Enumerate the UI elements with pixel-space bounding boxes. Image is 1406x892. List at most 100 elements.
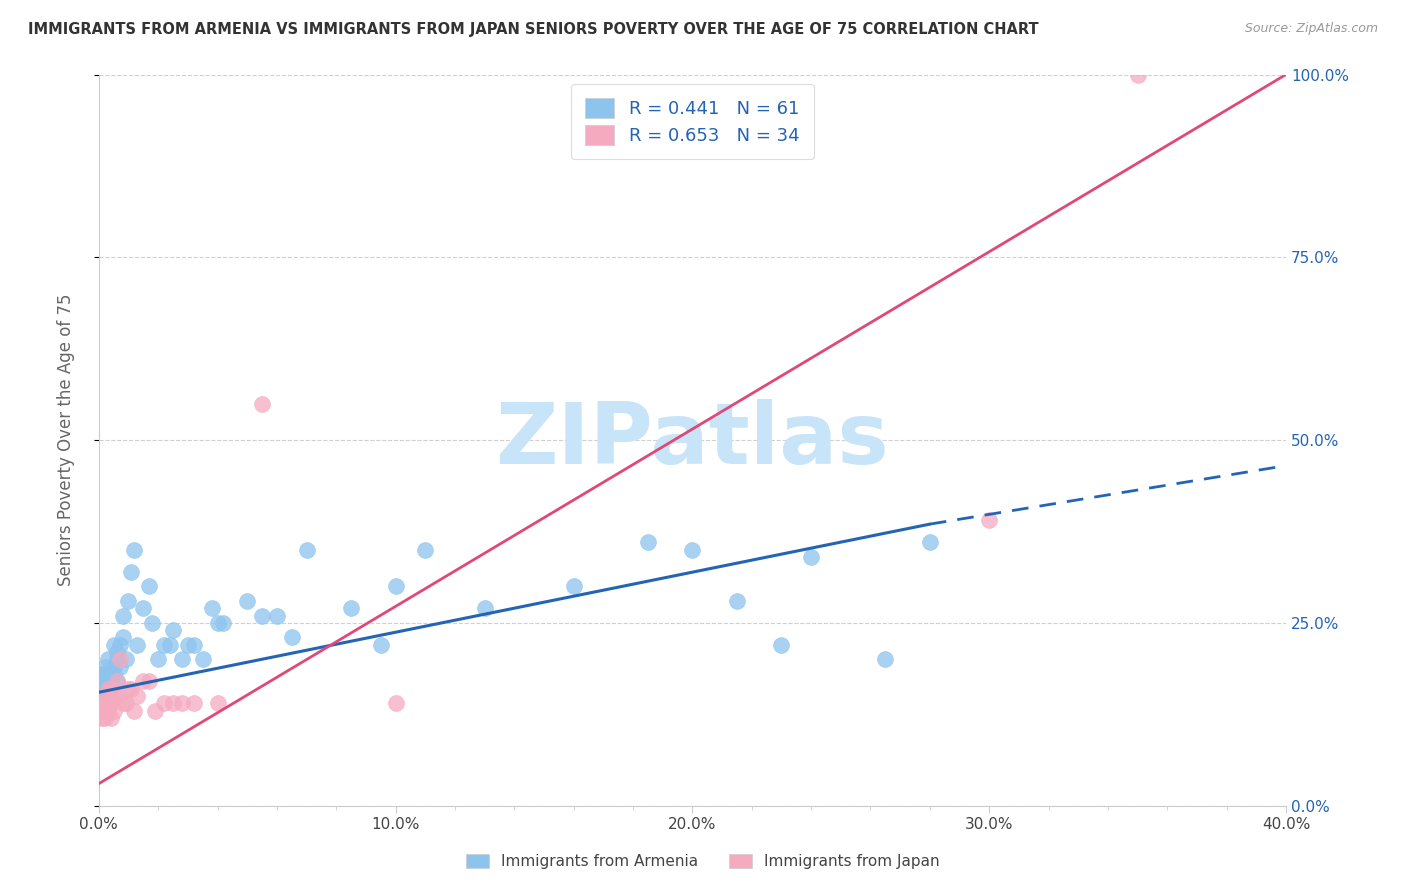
Point bbox=[103, 667, 125, 681]
Point bbox=[97, 681, 120, 696]
Point bbox=[250, 396, 273, 410]
Point bbox=[103, 659, 125, 673]
Point bbox=[90, 667, 112, 681]
Point bbox=[108, 659, 131, 673]
Point bbox=[117, 594, 139, 608]
Point bbox=[295, 542, 318, 557]
Point bbox=[250, 608, 273, 623]
Point bbox=[103, 704, 125, 718]
Point bbox=[207, 696, 229, 710]
Point bbox=[875, 652, 897, 666]
Point bbox=[120, 565, 142, 579]
Legend: Immigrants from Armenia, Immigrants from Japan: Immigrants from Armenia, Immigrants from… bbox=[460, 847, 946, 875]
Point bbox=[97, 652, 120, 666]
Y-axis label: Seniors Poverty Over the Age of 75: Seniors Poverty Over the Age of 75 bbox=[58, 293, 75, 586]
Point bbox=[200, 601, 222, 615]
Point bbox=[93, 696, 115, 710]
Point bbox=[266, 608, 288, 623]
Point bbox=[100, 674, 122, 689]
Point bbox=[124, 704, 146, 718]
Point bbox=[90, 674, 112, 689]
Point bbox=[562, 579, 585, 593]
Point bbox=[162, 623, 184, 637]
Point bbox=[170, 696, 193, 710]
Point bbox=[93, 681, 115, 696]
Point bbox=[105, 674, 128, 689]
Point bbox=[105, 645, 128, 659]
Point bbox=[117, 681, 139, 696]
Point bbox=[413, 542, 436, 557]
Point bbox=[725, 594, 748, 608]
Point bbox=[111, 696, 134, 710]
Point bbox=[177, 638, 200, 652]
Point bbox=[100, 711, 122, 725]
Point bbox=[132, 601, 155, 615]
Point bbox=[143, 704, 166, 718]
Point bbox=[111, 608, 134, 623]
Legend: R = 0.441   N = 61, R = 0.653   N = 34: R = 0.441 N = 61, R = 0.653 N = 34 bbox=[571, 84, 814, 160]
Point bbox=[162, 696, 184, 710]
Point bbox=[1126, 68, 1149, 82]
Point bbox=[153, 696, 176, 710]
Point bbox=[681, 542, 703, 557]
Text: Source: ZipAtlas.com: Source: ZipAtlas.com bbox=[1244, 22, 1378, 36]
Point bbox=[191, 652, 214, 666]
Point bbox=[153, 638, 176, 652]
Point bbox=[103, 638, 125, 652]
Text: ZIPatlas: ZIPatlas bbox=[495, 399, 889, 482]
Point bbox=[207, 615, 229, 630]
Point bbox=[97, 689, 120, 703]
Point bbox=[93, 659, 115, 673]
Point bbox=[132, 674, 155, 689]
Point bbox=[236, 594, 259, 608]
Point bbox=[280, 631, 302, 645]
Point bbox=[100, 667, 122, 681]
Point bbox=[183, 638, 205, 652]
Point bbox=[138, 674, 160, 689]
Point bbox=[105, 689, 128, 703]
Point bbox=[637, 535, 659, 549]
Point bbox=[146, 652, 169, 666]
Point bbox=[97, 704, 120, 718]
Point bbox=[212, 615, 235, 630]
Point bbox=[111, 631, 134, 645]
Point bbox=[114, 652, 136, 666]
Point bbox=[93, 689, 115, 703]
Point bbox=[370, 638, 392, 652]
Point bbox=[918, 535, 941, 549]
Point bbox=[100, 696, 122, 710]
Point bbox=[384, 579, 406, 593]
Point bbox=[124, 542, 146, 557]
Point bbox=[97, 689, 120, 703]
Point bbox=[93, 674, 115, 689]
Point bbox=[90, 704, 112, 718]
Point bbox=[100, 681, 122, 696]
Point bbox=[93, 667, 115, 681]
Point bbox=[114, 696, 136, 710]
Point bbox=[90, 681, 112, 696]
Point bbox=[108, 638, 131, 652]
Point bbox=[127, 689, 149, 703]
Point bbox=[474, 601, 496, 615]
Point bbox=[141, 615, 163, 630]
Point bbox=[93, 711, 115, 725]
Point bbox=[159, 638, 181, 652]
Point bbox=[97, 696, 120, 710]
Point bbox=[120, 681, 142, 696]
Point bbox=[770, 638, 793, 652]
Point bbox=[384, 696, 406, 710]
Point bbox=[108, 652, 131, 666]
Text: IMMIGRANTS FROM ARMENIA VS IMMIGRANTS FROM JAPAN SENIORS POVERTY OVER THE AGE OF: IMMIGRANTS FROM ARMENIA VS IMMIGRANTS FR… bbox=[28, 22, 1039, 37]
Point bbox=[138, 579, 160, 593]
Point bbox=[800, 549, 823, 564]
Point bbox=[100, 681, 122, 696]
Point bbox=[183, 696, 205, 710]
Point bbox=[90, 711, 112, 725]
Point bbox=[105, 674, 128, 689]
Point bbox=[105, 652, 128, 666]
Point bbox=[340, 601, 363, 615]
Point bbox=[103, 689, 125, 703]
Point bbox=[979, 513, 1001, 527]
Point bbox=[170, 652, 193, 666]
Point bbox=[97, 674, 120, 689]
